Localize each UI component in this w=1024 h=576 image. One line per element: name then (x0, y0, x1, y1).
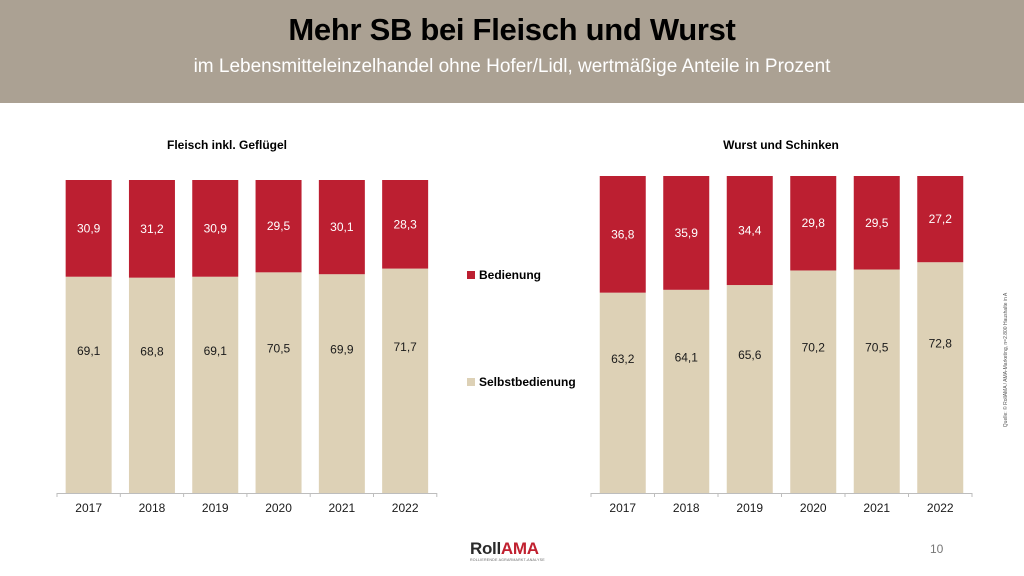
bar-selbstbedienung (917, 262, 964, 493)
source-note: Quelle: © RollAMA / AMA-Marketing, n=2.8… (1003, 292, 1009, 428)
data-label-selbstbedienung: 72,8 (929, 337, 953, 351)
x-tick-label: 2018 (139, 501, 166, 515)
bar-selbstbedienung (192, 276, 239, 493)
data-label-bedienung: 27,2 (929, 212, 953, 226)
data-label-selbstbedienung: 64,1 (675, 350, 699, 364)
bar-bedienung (599, 176, 646, 293)
bar-bedienung (255, 180, 302, 273)
data-label-bedienung: 28,3 (393, 217, 417, 231)
bar-selbstbedienung (255, 272, 302, 493)
bar-bedienung (790, 176, 837, 271)
data-label-selbstbedienung: 63,2 (611, 352, 635, 366)
x-tick-label: 2018 (673, 501, 700, 515)
legend-swatch-selbstbedienung (467, 378, 475, 386)
data-label-bedienung: 29,5 (865, 216, 889, 230)
legend-label-selbstbedienung: Selbstbedienung (479, 375, 576, 389)
data-label-bedienung: 30,1 (330, 220, 354, 234)
bar-selbstbedienung (128, 277, 175, 493)
data-label-selbstbedienung: 65,6 (738, 348, 762, 362)
data-label-bedienung: 29,8 (802, 216, 826, 230)
chart-title-wurst: Wurst und Schinken (723, 138, 839, 152)
x-tick-label: 2019 (202, 501, 229, 515)
x-tick-label: 2020 (800, 501, 827, 515)
bar-bedienung (318, 180, 365, 275)
x-tick-label: 2020 (265, 501, 292, 515)
data-label-bedienung: 29,5 (267, 219, 291, 233)
bar-selbstbedienung (382, 268, 429, 493)
x-tick-label: 2017 (75, 501, 102, 515)
legend-item-bedienung: Bedienung (467, 268, 541, 282)
bar-bedienung (663, 176, 710, 290)
logo-wordmark: RollAMA (470, 540, 556, 557)
x-tick-label: 2022 (927, 501, 954, 515)
data-label-bedienung: 30,9 (204, 221, 228, 235)
data-label-selbstbedienung: 69,1 (77, 344, 101, 358)
data-label-selbstbedienung: 71,7 (393, 340, 417, 354)
data-label-selbstbedienung: 69,9 (330, 343, 354, 357)
data-label-selbstbedienung: 70,5 (865, 340, 889, 354)
bar-bedienung (65, 180, 112, 277)
data-label-selbstbedienung: 70,5 (267, 342, 291, 356)
bar-selbstbedienung (599, 292, 646, 493)
bar-selbstbedienung (318, 274, 365, 493)
legend-swatch-bedienung (467, 271, 475, 279)
data-label-bedienung: 30,9 (77, 221, 101, 235)
x-tick-label: 2017 (609, 501, 636, 515)
x-tick-label: 2019 (736, 501, 763, 515)
rollama-logo: RollAMA ROLLIERENDE AGRARMARKT-ANALYSE (470, 540, 556, 564)
data-label-bedienung: 31,2 (140, 222, 164, 236)
page-number: 10 (930, 542, 944, 556)
data-label-bedienung: 36,8 (611, 227, 635, 241)
bar-bedienung (128, 180, 175, 278)
bar-bedienung (917, 176, 964, 263)
x-tick-label: 2021 (328, 501, 355, 515)
data-label-bedienung: 34,4 (738, 224, 762, 238)
legend-label-bedienung: Bedienung (479, 268, 541, 282)
x-tick-label: 2021 (863, 501, 890, 515)
bar-selbstbedienung (663, 289, 710, 493)
header-banner: Mehr SB bei Fleisch und Wurst im Lebensm… (0, 0, 1024, 103)
bar-bedienung (192, 180, 239, 277)
bar-selbstbedienung (726, 285, 773, 493)
bar-selbstbedienung (853, 269, 900, 493)
bar-selbstbedienung (790, 270, 837, 493)
bar-bedienung (853, 176, 900, 270)
logo-roll: Roll (470, 539, 501, 558)
logo-tagline: ROLLIERENDE AGRARMARKT-ANALYSE (470, 558, 545, 562)
data-label-selbstbedienung: 69,1 (204, 344, 228, 358)
chart-title-fleisch: Fleisch inkl. Geflügel (166, 138, 288, 152)
x-tick-label: 2022 (392, 501, 419, 515)
logo-ama: AMA (500, 539, 539, 558)
data-label-selbstbedienung: 70,2 (802, 341, 826, 355)
data-label-selbstbedienung: 68,8 (140, 344, 164, 358)
bar-selbstbedienung (65, 276, 112, 493)
bar-bedienung (382, 180, 429, 269)
page-title: Mehr SB bei Fleisch und Wurst (288, 12, 736, 47)
bar-bedienung (726, 176, 773, 286)
legend-item-selbstbedienung: Selbstbedienung (467, 375, 576, 389)
data-label-bedienung: 35,9 (675, 226, 699, 240)
page-subtitle: im Lebensmitteleinzelhandel ohne Hofer/L… (193, 56, 831, 77)
